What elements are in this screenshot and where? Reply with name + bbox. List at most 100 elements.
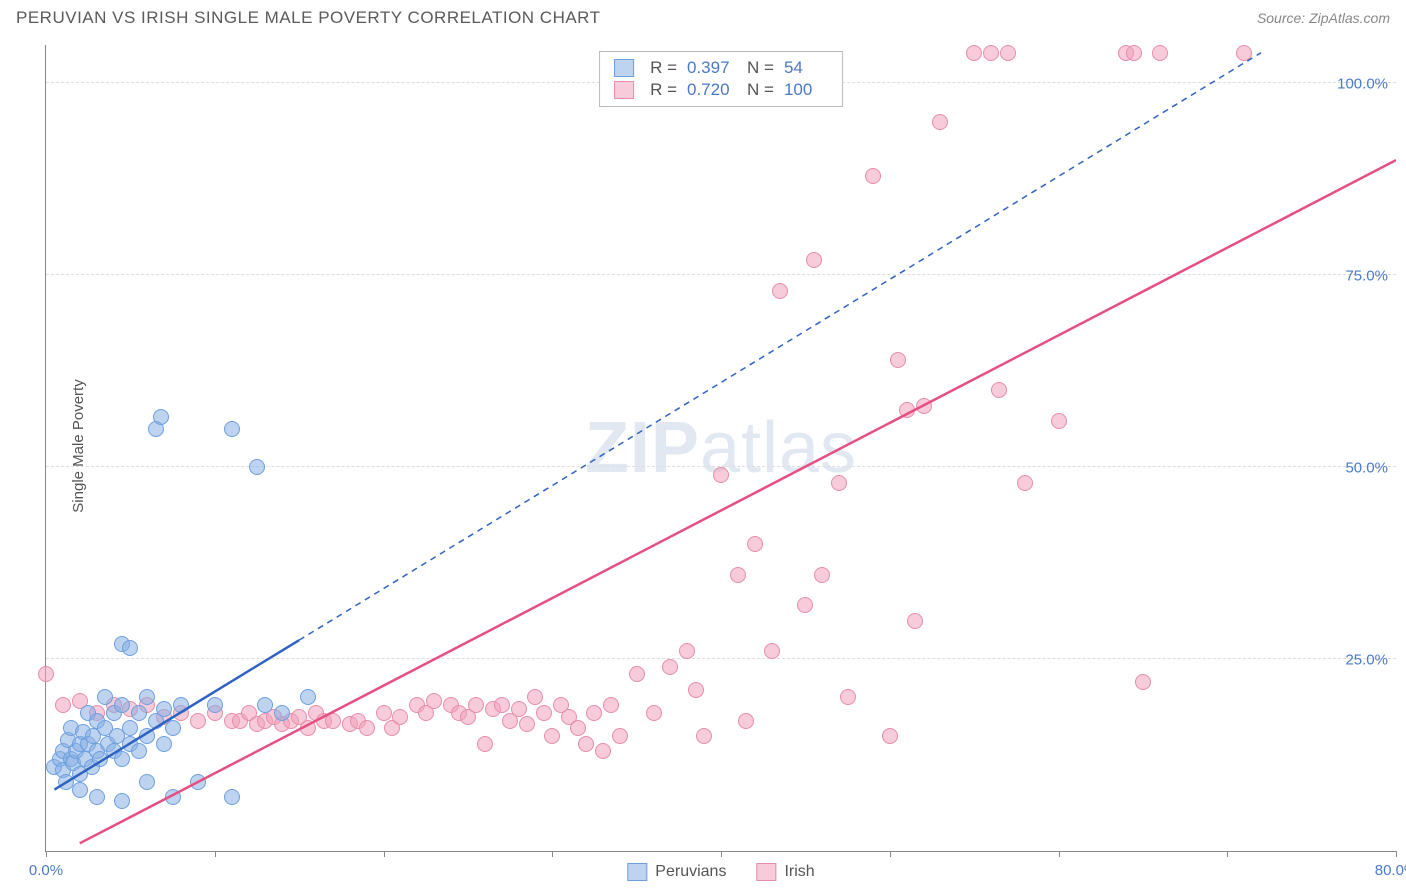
series-legend: PeruviansIrish	[627, 863, 814, 881]
data-point	[274, 705, 290, 721]
data-point	[165, 789, 181, 805]
data-point	[97, 689, 113, 705]
x-tick	[215, 851, 216, 857]
data-point	[983, 45, 999, 61]
data-point	[190, 774, 206, 790]
data-point	[688, 682, 704, 698]
data-point	[139, 774, 155, 790]
n-value: 100	[784, 80, 828, 100]
x-tick	[384, 851, 385, 857]
data-point	[131, 743, 147, 759]
data-point	[477, 736, 493, 752]
x-tick	[46, 851, 47, 857]
data-point	[207, 697, 223, 713]
n-label: N =	[747, 80, 774, 100]
data-point	[325, 713, 341, 729]
legend-row: R =0.720N =100	[614, 80, 828, 100]
data-point	[426, 693, 442, 709]
data-point	[173, 697, 189, 713]
data-point	[578, 736, 594, 752]
data-point	[139, 728, 155, 744]
n-label: N =	[747, 58, 774, 78]
data-point	[511, 701, 527, 717]
data-point	[991, 382, 1007, 398]
data-point	[392, 709, 408, 725]
x-tick	[552, 851, 553, 857]
x-tick	[1396, 851, 1397, 857]
trend-lines	[46, 45, 1396, 851]
data-point	[899, 402, 915, 418]
data-point	[882, 728, 898, 744]
data-point	[72, 782, 88, 798]
data-point	[1017, 475, 1033, 491]
data-point	[122, 640, 138, 656]
data-point	[772, 283, 788, 299]
data-point	[570, 720, 586, 736]
data-point	[114, 793, 130, 809]
data-point	[224, 789, 240, 805]
y-tick-label: 100.0%	[1337, 76, 1388, 93]
legend-swatch	[756, 863, 776, 881]
data-point	[603, 697, 619, 713]
data-point	[747, 536, 763, 552]
legend-swatch	[614, 81, 634, 99]
data-point	[966, 45, 982, 61]
data-point	[865, 168, 881, 184]
chart-title: PERUVIAN VS IRISH SINGLE MALE POVERTY CO…	[16, 8, 601, 28]
data-point	[544, 728, 560, 744]
data-point	[612, 728, 628, 744]
x-tick	[1059, 851, 1060, 857]
scatter-chart: ZIPatlas R =0.397N =54R =0.720N =100 Per…	[45, 45, 1396, 852]
r-label: R =	[650, 58, 677, 78]
data-point	[249, 459, 265, 475]
data-point	[907, 613, 923, 629]
data-point	[139, 689, 155, 705]
data-point	[38, 666, 54, 682]
legend-swatch	[627, 863, 647, 881]
data-point	[257, 697, 273, 713]
data-point	[300, 720, 316, 736]
x-min-label: 0.0%	[29, 862, 63, 879]
data-point	[730, 567, 746, 583]
r-value: 0.720	[687, 80, 731, 100]
data-point	[165, 720, 181, 736]
legend-item: Irish	[756, 863, 814, 881]
data-point	[916, 398, 932, 414]
data-point	[89, 789, 105, 805]
y-tick-label: 25.0%	[1345, 652, 1388, 669]
n-value: 54	[784, 58, 828, 78]
data-point	[696, 728, 712, 744]
data-point	[586, 705, 602, 721]
data-point	[359, 720, 375, 736]
data-point	[738, 713, 754, 729]
data-point	[595, 743, 611, 759]
data-point	[646, 705, 662, 721]
data-point	[114, 697, 130, 713]
data-point	[494, 697, 510, 713]
data-point	[764, 643, 780, 659]
legend-row: R =0.397N =54	[614, 58, 828, 78]
data-point	[156, 701, 172, 717]
data-point	[224, 421, 240, 437]
data-point	[814, 567, 830, 583]
data-point	[840, 689, 856, 705]
data-point	[527, 689, 543, 705]
data-point	[376, 705, 392, 721]
data-point	[153, 409, 169, 425]
data-point	[1236, 45, 1252, 61]
data-point	[114, 751, 130, 767]
legend-swatch	[614, 59, 634, 77]
watermark-bold: ZIP	[585, 408, 700, 488]
legend-series-name: Irish	[784, 863, 814, 881]
data-point	[300, 689, 316, 705]
data-point	[662, 659, 678, 675]
data-point	[1126, 45, 1142, 61]
data-point	[679, 643, 695, 659]
data-point	[536, 705, 552, 721]
data-point	[831, 475, 847, 491]
x-tick	[890, 851, 891, 857]
data-point	[519, 716, 535, 732]
data-point	[1135, 674, 1151, 690]
data-point	[131, 705, 147, 721]
source-attribution: Source: ZipAtlas.com	[1257, 10, 1390, 26]
